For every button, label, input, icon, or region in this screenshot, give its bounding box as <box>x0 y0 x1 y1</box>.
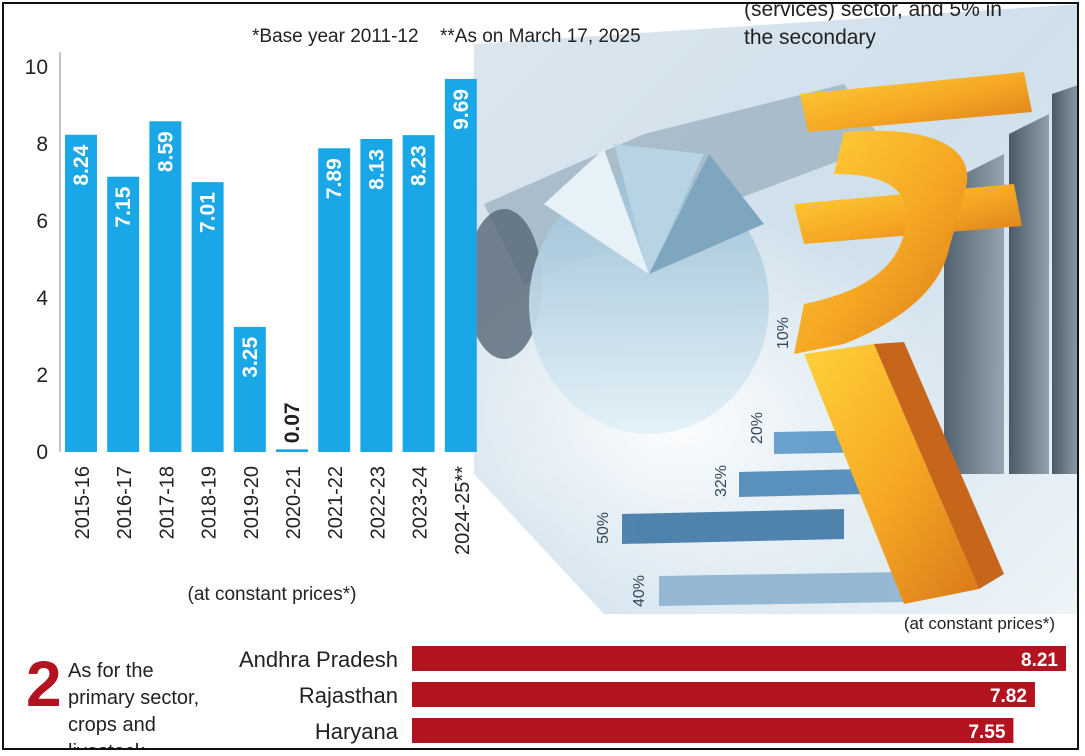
bar-value-label: 8.23 <box>408 145 431 186</box>
section2-caption: As for the primary sector, crops and liv… <box>68 658 233 748</box>
bar-value-label: 8.59 <box>154 131 177 172</box>
illustration-percent-label: 40% <box>631 575 648 607</box>
state-growth-bar-chart: Andhra Pradesh 8.21 Rajasthan 7.82 Haryana 7.… <box>239 646 1066 744</box>
x-tick-label: 2016-17 <box>114 466 136 539</box>
bar <box>191 182 224 453</box>
bar <box>318 148 351 453</box>
rupee-illustration: 50% 32% 20% 10% 40% <box>424 4 1077 614</box>
x-axis-label: (at constant prices*) <box>188 584 357 605</box>
y-tick-label: 2 <box>36 364 48 387</box>
section2-caption-line: crops and livestock <box>68 714 156 748</box>
bar-value-label: 0.07 <box>281 402 304 443</box>
state-label: Rajasthan <box>299 683 398 708</box>
bar <box>444 78 477 452</box>
bar <box>107 176 140 452</box>
y-tick-label: 0 <box>36 441 48 464</box>
x-tick-label: 2024-25** <box>452 466 474 555</box>
growth-bar-chart: 0 2 4 6 8 10 8.24 2015-16 7.15 2016-17 8.59 2017-18… <box>25 52 477 605</box>
illustration-percent-label: 32% <box>713 465 730 497</box>
state-bar <box>412 682 1035 707</box>
illustration-percent-label: 10% <box>775 317 792 349</box>
bar-value-label: 8.24 <box>70 144 93 185</box>
x-tick-label: 2018-19 <box>199 466 221 539</box>
bar-value-label: 9.69 <box>450 89 473 130</box>
state-bar <box>412 718 1014 743</box>
top-text-line-1: (services) sector, and 5% in <box>744 2 1002 21</box>
top-text-line-2: the secondary <box>744 26 876 49</box>
x-tick-label: 2022-23 <box>367 466 389 539</box>
x-tick-label: 2020-21 <box>283 466 305 539</box>
section2-caption-line: primary sector, <box>68 687 200 709</box>
bar-value-label: 8.13 <box>365 149 388 190</box>
section2-unit-label: (at constant prices*) <box>903 614 1055 633</box>
y-tick-label: 10 <box>25 56 48 79</box>
illustration-percent-labels: 50% 32% 20% 10% 40% <box>595 317 792 607</box>
section2-number: 2 <box>26 648 62 720</box>
y-tick-label: 4 <box>36 287 48 310</box>
illustration-percent-label: 20% <box>749 412 766 444</box>
bar <box>65 134 97 452</box>
y-tick-label: 8 <box>36 133 48 156</box>
base-year-note: *Base year 2011-12 <box>252 26 419 47</box>
bar <box>402 135 435 452</box>
bar-value-label: 7.15 <box>112 186 135 227</box>
bar <box>149 121 182 452</box>
state-label: Haryana <box>315 719 399 744</box>
as-on-note: **As on March 17, 2025 <box>440 26 641 47</box>
bar-value-label: 7.89 <box>323 158 346 199</box>
bar-value-label: 3.25 <box>239 337 262 378</box>
rupee-symbol-icon <box>794 72 1032 604</box>
x-tick-label: 2017-18 <box>156 466 178 539</box>
bar <box>233 326 266 452</box>
bar <box>276 449 308 452</box>
state-value-label: 8.21 <box>1021 650 1058 671</box>
section2-caption-line: As for the <box>68 660 154 682</box>
x-tick-label: 2019-20 <box>241 466 263 539</box>
x-tick-label: 2015-16 <box>72 466 94 539</box>
state-value-label: 7.55 <box>968 722 1005 743</box>
x-tick-label: 2023-24 <box>410 466 432 539</box>
state-label: Andhra Pradesh <box>239 647 398 672</box>
x-tick-label: 2021-22 <box>325 466 347 539</box>
state-bar <box>412 646 1066 671</box>
illustration-percent-label: 50% <box>595 512 612 544</box>
bar-value-label: 7.01 <box>197 192 220 233</box>
y-tick-label: 6 <box>36 210 48 233</box>
bar <box>360 138 393 452</box>
state-value-label: 7.82 <box>990 686 1027 707</box>
